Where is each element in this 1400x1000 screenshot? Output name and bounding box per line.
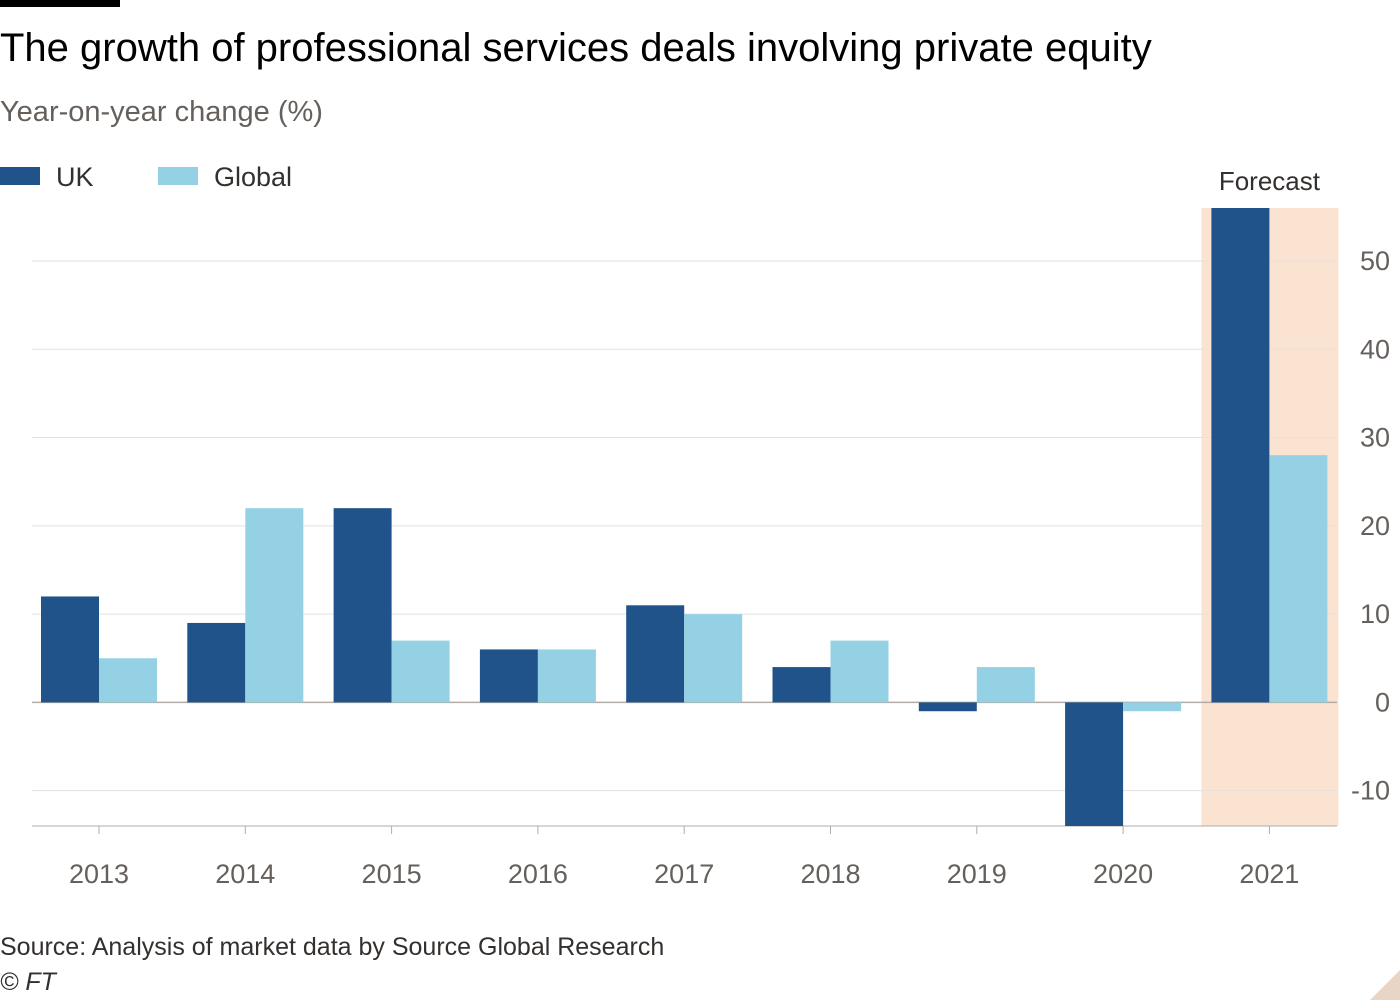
bar-uk-2014 [187, 622, 246, 703]
bar-global-2015 [391, 640, 450, 703]
y-tick-label: 30 [1360, 423, 1390, 453]
y-tick-label: 40 [1360, 334, 1390, 364]
bar-global-2013 [99, 658, 157, 703]
bar-global-2014 [245, 508, 304, 703]
bar-global-2020 [1123, 702, 1182, 712]
forecast-shading [1201, 208, 1339, 826]
source-note: Source: Analysis of market data by Sourc… [0, 933, 665, 961]
x-tick-label: 2014 [215, 859, 275, 889]
bar-uk-2019 [918, 702, 977, 712]
x-tick-label: 2020 [1093, 859, 1153, 889]
x-tick-label: 2018 [800, 859, 860, 889]
x-tick-label: 2021 [1239, 859, 1299, 889]
forecast-label: Forecast [1219, 166, 1321, 196]
legend-swatch-global [158, 167, 198, 185]
legend-label-uk: UK [56, 162, 94, 192]
bar-uk-2015 [333, 508, 392, 703]
bar-global-2017 [684, 614, 743, 703]
bar-uk-2017 [626, 605, 685, 703]
bar-uk-2021 [1211, 208, 1270, 703]
y-tick-label: 0 [1375, 687, 1390, 717]
legend-label-global: Global [214, 162, 293, 192]
bar-uk-2013 [41, 596, 99, 703]
bar-global-2018 [830, 640, 889, 703]
x-tick-label: 2015 [362, 859, 422, 889]
x-tick-label: 2016 [508, 859, 568, 889]
top-rule [0, 0, 120, 7]
x-tick-label: 2019 [947, 859, 1007, 889]
bar-global-2019 [976, 667, 1035, 703]
x-tick-label: 2017 [654, 859, 714, 889]
legend-swatch-uk [0, 167, 40, 185]
x-tick-label: 2013 [69, 859, 129, 889]
chart-subtitle: Year-on-year change (%) [0, 96, 323, 128]
bar-uk-2020 [1065, 702, 1124, 826]
y-tick-label: 10 [1360, 599, 1390, 629]
copyright-credit: © FT [0, 968, 56, 996]
corner-fold [1370, 970, 1400, 1000]
bar-global-2016 [537, 649, 596, 703]
y-tick-label: -10 [1351, 776, 1390, 806]
chart-title: The growth of professional services deal… [0, 26, 1152, 70]
y-tick-label: 50 [1360, 246, 1390, 276]
y-tick-label: 20 [1360, 511, 1390, 541]
bar-global-2021 [1269, 455, 1328, 703]
bar-uk-2018 [772, 667, 831, 703]
bar-uk-2016 [479, 649, 538, 703]
